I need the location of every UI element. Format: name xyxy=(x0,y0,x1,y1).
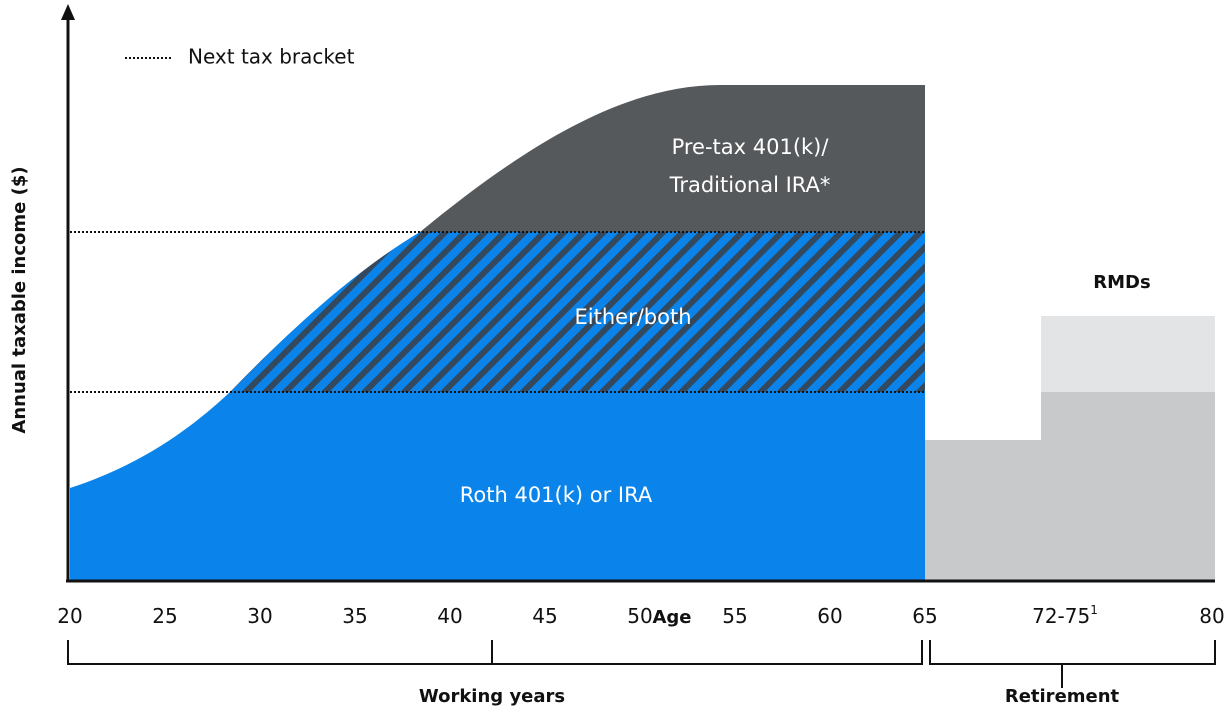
region-label: Either/both xyxy=(575,305,692,329)
y-axis-arrow xyxy=(61,4,75,20)
x-tick-note: 1 xyxy=(1090,603,1098,617)
x-tick-label: 72-751 xyxy=(1032,603,1098,628)
x-tick-label: 50 xyxy=(627,604,652,628)
x-axis-label: Age xyxy=(652,607,691,628)
region-label: Roth 401(k) or IRA xyxy=(460,483,653,507)
bracket-label: Retirement xyxy=(1005,686,1120,707)
retirement-income xyxy=(925,440,1041,581)
region-label: Traditional IRA* xyxy=(669,173,831,197)
legend-label: Next tax bracket xyxy=(188,45,355,69)
x-tick-text: 60 xyxy=(817,604,842,628)
x-tick-label: 60 xyxy=(817,604,842,628)
retirement-income xyxy=(1041,392,1215,581)
brackets xyxy=(67,640,1216,688)
x-tick-text: 50 xyxy=(627,604,652,628)
x-tick-text: 25 xyxy=(152,604,177,628)
x-tick-label: 25 xyxy=(152,604,177,628)
bracket-label: Working years xyxy=(419,686,565,707)
x-tick-text: 80 xyxy=(1199,604,1224,628)
x-tick-label: 40 xyxy=(437,604,462,628)
x-tick-label: 55 xyxy=(722,604,747,628)
region-label: RMDs xyxy=(1093,272,1150,293)
x-tick-text: 65 xyxy=(912,604,937,628)
x-tick-label: 80 xyxy=(1199,604,1224,628)
x-tick-text: 45 xyxy=(532,604,557,628)
income-area xyxy=(70,85,925,581)
x-tick-text: 35 xyxy=(342,604,367,628)
x-tick-text: 30 xyxy=(247,604,272,628)
x-tick-label: 20 xyxy=(57,604,82,628)
x-tick-text: 55 xyxy=(722,604,747,628)
x-tick-text: 20 xyxy=(57,604,82,628)
rmd-block xyxy=(1041,316,1215,392)
x-tick-label: 35 xyxy=(342,604,367,628)
region-label: Pre-tax 401(k)/ xyxy=(672,135,830,159)
y-axis-label: Annual taxable income ($) xyxy=(9,166,30,433)
x-tick-text: 40 xyxy=(437,604,462,628)
x-tick-label: 30 xyxy=(247,604,272,628)
x-tick-label: 45 xyxy=(532,604,557,628)
x-tick-text: 72-75 xyxy=(1032,604,1090,628)
x-tick-label: 65 xyxy=(912,604,937,628)
